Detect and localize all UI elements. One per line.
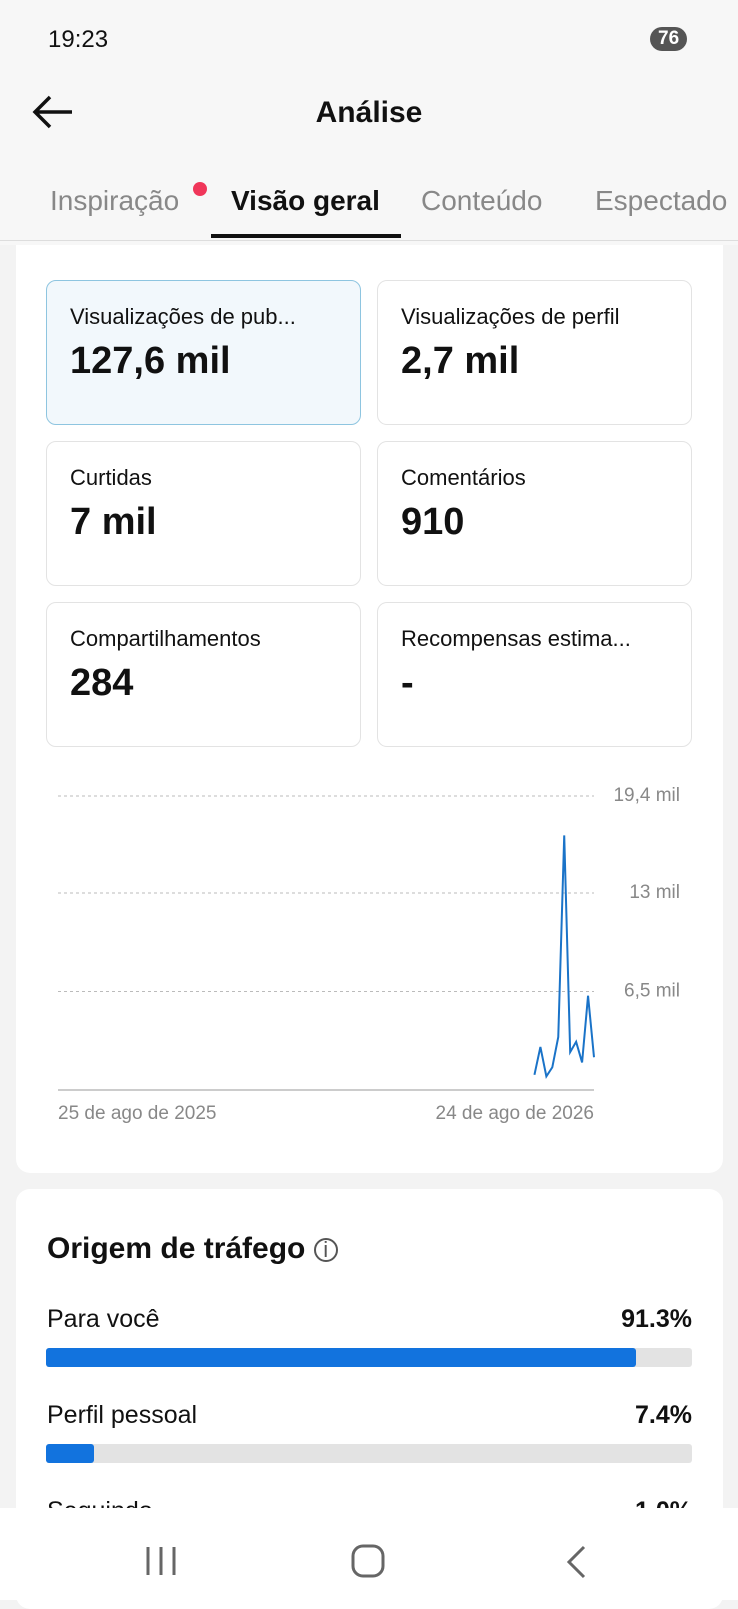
metric-card[interactable] bbox=[377, 280, 692, 425]
x-tick-label: 25 de ago de 2025 bbox=[58, 1103, 217, 1124]
metric-value: - bbox=[401, 662, 414, 704]
tab[interactable]: Visão geral bbox=[231, 185, 380, 216]
metric-value: 2,7 mil bbox=[401, 340, 520, 382]
line-series bbox=[533, 835, 595, 1079]
traffic-percent: 91.3% bbox=[621, 1305, 692, 1333]
traffic-title: Origem de tráfego i bbox=[47, 1232, 338, 1266]
traffic-bar bbox=[46, 1348, 636, 1367]
metric-card[interactable] bbox=[46, 280, 361, 425]
traffic-track bbox=[46, 1444, 692, 1463]
nav-bar bbox=[0, 1508, 738, 1600]
metric-label: Recompensas estima... bbox=[401, 626, 631, 651]
metric-card[interactable] bbox=[46, 441, 361, 586]
metric-label: Comentários bbox=[401, 465, 526, 490]
top-area bbox=[0, 0, 738, 245]
y-tick-label: 6,5 mil bbox=[624, 981, 680, 1002]
x-tick-label: 24 de ago de 2026 bbox=[436, 1103, 595, 1124]
metric-label: Compartilhamentos bbox=[70, 626, 261, 651]
chart: 6,5 mil 13 mil 19,4 mil 25 de ago de 2025 24… bbox=[58, 785, 680, 1124]
battery: 76 bbox=[650, 27, 688, 51]
traffic-name: Para você bbox=[47, 1305, 160, 1333]
back-button[interactable] bbox=[30, 92, 76, 132]
metric-label: Curtidas bbox=[70, 465, 152, 490]
metric-label: Visualizações de pub... bbox=[70, 304, 296, 329]
metric-value: 284 bbox=[70, 662, 134, 704]
traffic-name: Perfil pessoal bbox=[47, 1401, 198, 1429]
status-time: 19:23 bbox=[48, 26, 109, 53]
metric-label: Visualizações de perfil bbox=[401, 304, 620, 329]
tab[interactable]: Inspiração bbox=[50, 185, 180, 216]
metric-card[interactable] bbox=[46, 602, 361, 747]
metric-value: 910 bbox=[401, 501, 465, 543]
metric-value: 7 mil bbox=[70, 501, 157, 543]
tab-underline bbox=[211, 234, 401, 238]
y-tick-label: 13 mil bbox=[629, 882, 680, 903]
traffic-title-text: Origem de tráfego bbox=[47, 1232, 306, 1265]
tab-badge bbox=[193, 182, 207, 196]
metric-value: 127,6 mil bbox=[70, 340, 231, 382]
tab[interactable]: Espectado bbox=[595, 185, 728, 216]
tab-divider bbox=[0, 240, 738, 241]
metric-card[interactable] bbox=[377, 602, 692, 747]
metric-card[interactable] bbox=[377, 441, 692, 586]
y-tick-label: 19,4 mil bbox=[613, 785, 680, 806]
traffic-percent: 7.4% bbox=[635, 1401, 692, 1429]
tab[interactable]: Conteúdo bbox=[421, 185, 543, 216]
header-title: Análise bbox=[315, 96, 423, 129]
traffic-bar bbox=[46, 1444, 94, 1463]
